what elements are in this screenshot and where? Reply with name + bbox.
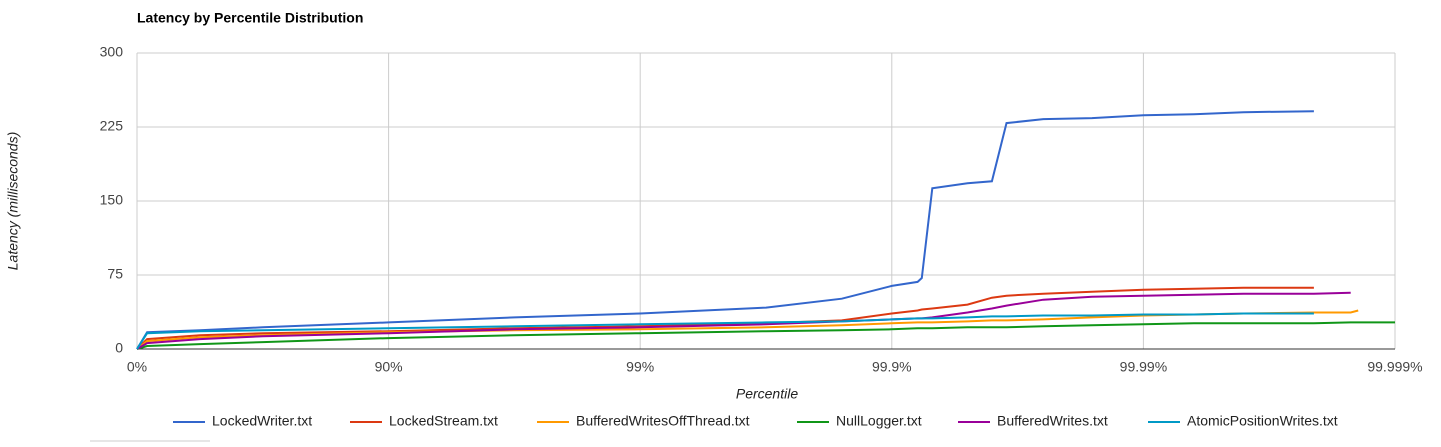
y-tick-label: 75	[107, 266, 123, 282]
x-tick-label: 0%	[127, 359, 147, 375]
legend-label: AtomicPositionWrites.txt	[1187, 413, 1338, 429]
x-tick-label: 99.9%	[872, 359, 912, 375]
legend-label: NullLogger.txt	[836, 413, 922, 429]
legend-label: LockedStream.txt	[389, 413, 498, 429]
y-tick-label: 225	[100, 118, 124, 134]
chart-title: Latency by Percentile Distribution	[137, 10, 363, 26]
x-tick-label: 99%	[626, 359, 654, 375]
x-axis-label: Percentile	[736, 386, 798, 402]
y-axis-label: Latency (milliseconds)	[5, 132, 21, 271]
series-line	[136, 286, 1314, 350]
series-line	[136, 312, 1314, 350]
x-tick-label: 99.99%	[1120, 359, 1167, 375]
y-tick-label: 150	[100, 192, 124, 208]
x-tick-label: 90%	[375, 359, 403, 375]
series-line	[136, 321, 1395, 350]
legend-label: BufferedWrites.txt	[997, 413, 1108, 429]
legend-label: BufferedWritesOffThread.txt	[576, 413, 750, 429]
legend-label: LockedWriter.txt	[212, 413, 312, 429]
y-tick-label: 0	[115, 340, 123, 356]
series-line	[136, 110, 1314, 350]
x-tick-label: 99.999%	[1367, 359, 1422, 375]
y-tick-label: 300	[100, 44, 124, 60]
